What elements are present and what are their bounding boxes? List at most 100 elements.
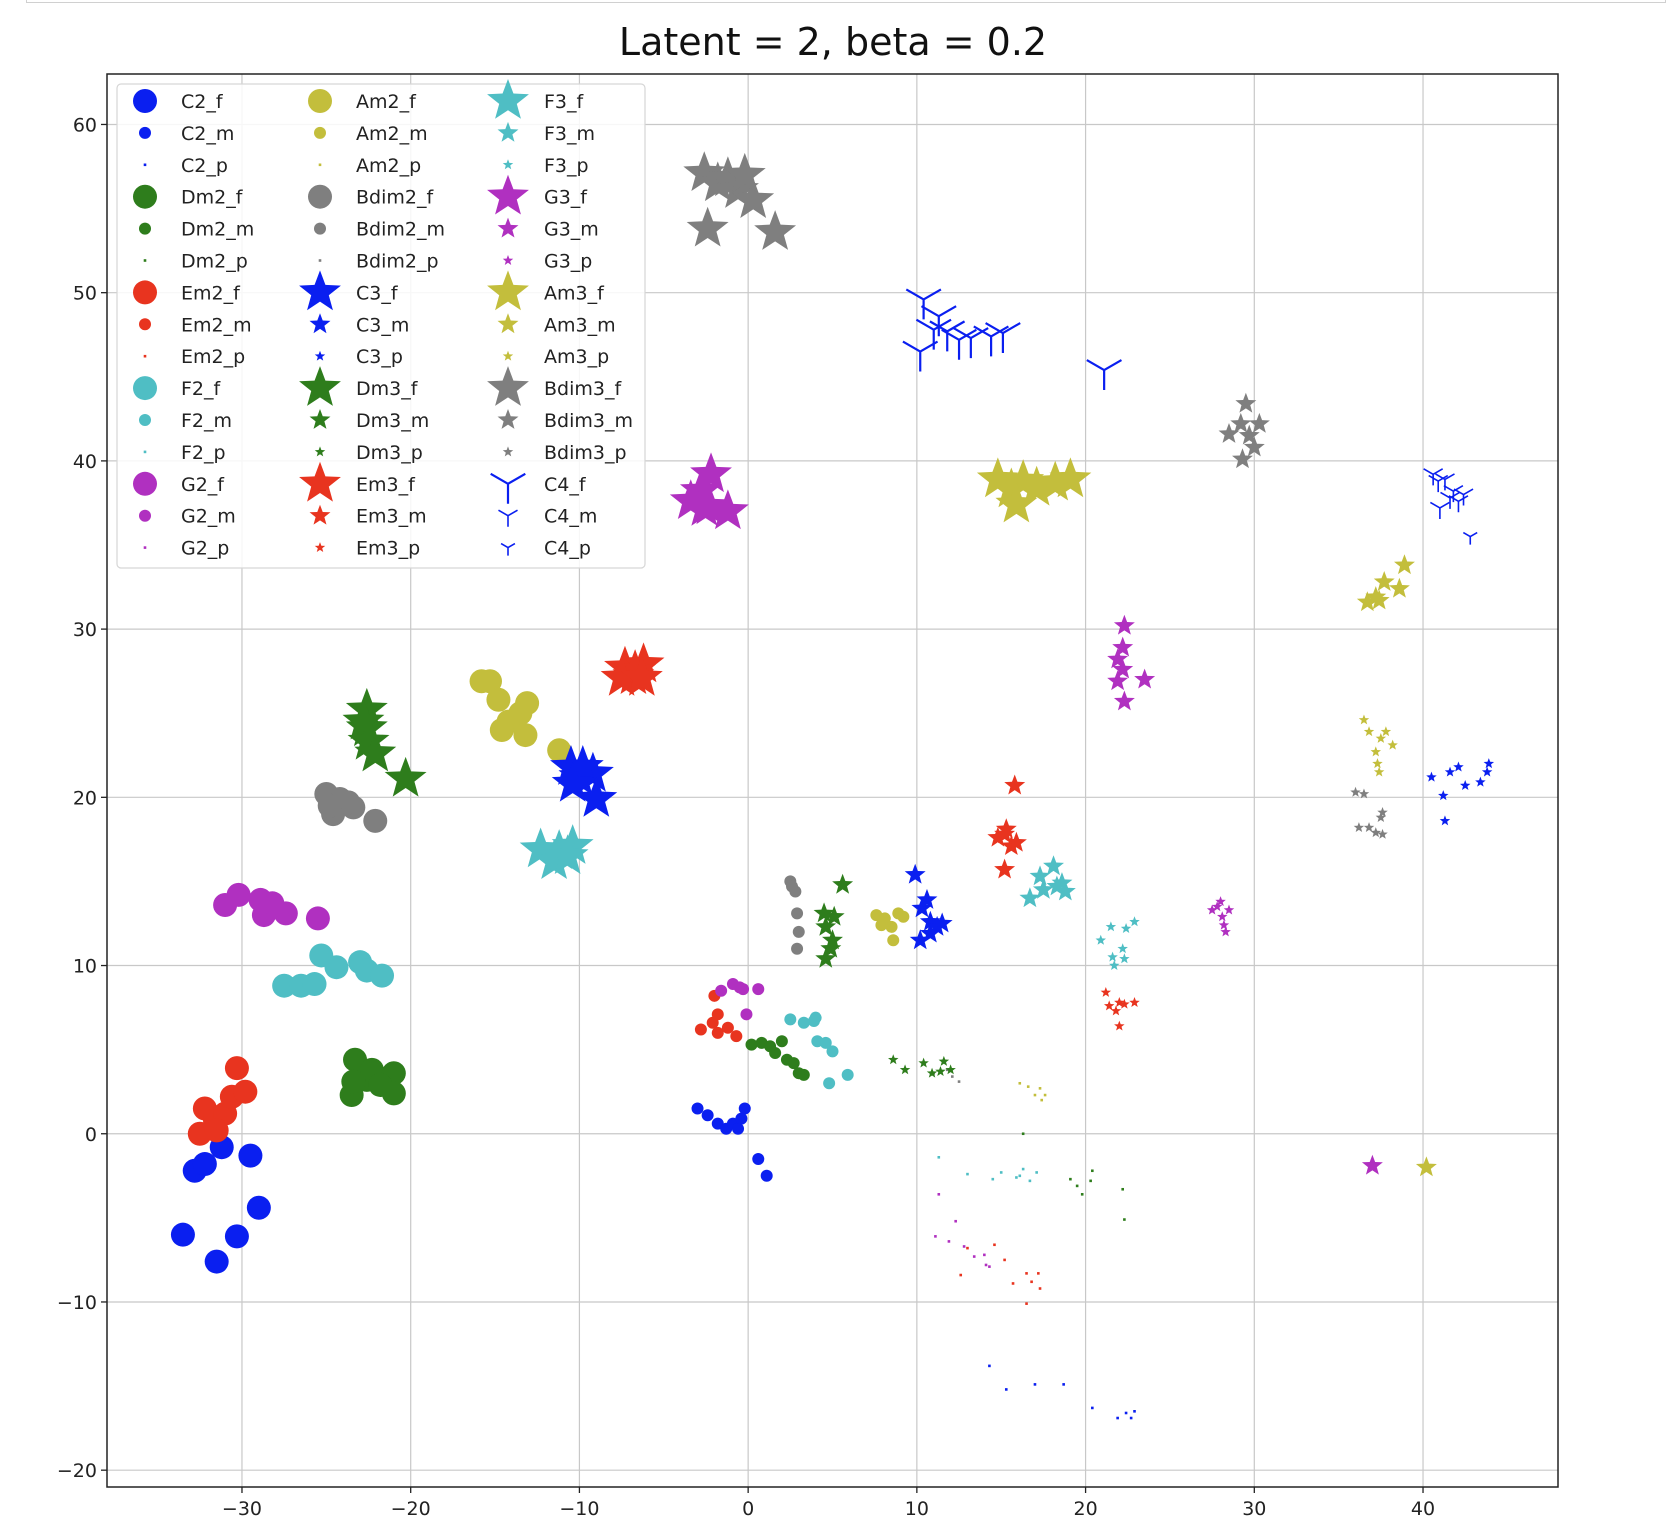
data-point: [826, 1045, 839, 1058]
data-point: [991, 1177, 995, 1181]
data-point: [1100, 986, 1112, 997]
y-tick-label: −10: [57, 1292, 97, 1314]
legend-marker: [133, 376, 157, 401]
series-Dm3_f: [342, 687, 427, 797]
legend-label: Em3_m: [356, 506, 427, 528]
data-point: [305, 906, 330, 931]
legend-marker: [299, 366, 341, 406]
legend-marker: [314, 542, 326, 553]
data-point: [904, 863, 926, 884]
legend-entry: G3_f: [487, 174, 588, 215]
data-point: [1025, 1302, 1028, 1305]
data-point: [945, 1068, 949, 1072]
data-point: [1428, 474, 1449, 493]
data-point: [1054, 880, 1076, 901]
data-point: [1121, 1187, 1124, 1191]
data-point: [1089, 1179, 1092, 1183]
data-point: [983, 1253, 986, 1257]
legend-entry: C2_p: [143, 155, 228, 177]
legend-label: F3_m: [544, 123, 595, 145]
data-point: [813, 902, 835, 923]
data-point: [1029, 865, 1051, 886]
legend-label: Em2_m: [181, 314, 252, 336]
data-point: [994, 858, 1016, 879]
data-point: [885, 920, 898, 933]
legend-entry: Em2_p: [143, 346, 245, 368]
legend-entry: Bdim2_p: [318, 251, 439, 273]
data-point: [899, 1064, 911, 1075]
series-G2_p: [934, 1193, 991, 1268]
data-point: [732, 1122, 745, 1135]
series-G3_f: [669, 452, 749, 530]
data-point: [1091, 1406, 1094, 1410]
data-point: [706, 489, 749, 530]
legend-entry: G2_p: [143, 538, 229, 560]
legend-marker: [308, 89, 332, 113]
legend-entry: Dm3_f: [299, 366, 419, 406]
data-point: [341, 1069, 366, 1094]
legend-entry: C4_m: [498, 506, 597, 528]
data-point: [1448, 495, 1469, 513]
data-point: [1217, 911, 1228, 922]
data-point: [1038, 1087, 1042, 1090]
legend-marker: [497, 409, 519, 429]
data-point: [807, 1015, 820, 1028]
series-C3_m: [904, 863, 953, 950]
data-point: [515, 691, 540, 716]
legend-label: C4_p: [544, 538, 591, 560]
data-point: [887, 934, 900, 947]
legend-label: Am3_f: [544, 282, 605, 304]
legend-entry: G3_p: [502, 251, 592, 273]
data-point: [1018, 1174, 1022, 1178]
data-point: [909, 929, 931, 950]
data-point: [786, 880, 799, 893]
data-point: [1091, 1169, 1094, 1173]
data-point: [966, 1172, 969, 1176]
y-tick-label: 50: [73, 283, 97, 305]
legend-marker: [308, 184, 332, 209]
legend-label: Dm2_f: [181, 187, 244, 209]
legend-label: Bdim3_f: [544, 378, 622, 400]
series-Em2_p: [959, 1243, 1042, 1305]
series-C3_p: [1426, 758, 1495, 826]
data-point: [1426, 771, 1437, 782]
legend-marker: [487, 270, 529, 311]
series-C3_f: [550, 745, 618, 817]
data-point: [1481, 766, 1493, 777]
data-point: [688, 484, 731, 525]
ticks: −30 −20 −10 0 10 20 30 40 −20 −10 0 10 20 30 40 50 60: [57, 114, 1435, 1520]
data-point: [1112, 636, 1134, 657]
legend-marker: [497, 121, 519, 142]
data-point: [1015, 465, 1058, 506]
data-point: [1034, 460, 1077, 501]
data-point: [919, 922, 941, 943]
data-point: [988, 1364, 991, 1368]
legend-label: C4_m: [544, 506, 597, 528]
data-point: [1000, 835, 1022, 855]
data-point: [740, 1008, 753, 1021]
data-point: [760, 1169, 773, 1182]
legend-marker: [314, 126, 326, 139]
data-point: [972, 1255, 976, 1258]
data-point: [1218, 422, 1240, 443]
data-point: [513, 723, 538, 748]
y-tick-label: 40: [73, 451, 97, 473]
data-point: [1220, 926, 1231, 937]
data-point: [1483, 758, 1495, 769]
legend-entry: Am3_p: [502, 346, 609, 368]
data-point: [1019, 887, 1041, 908]
data-point: [1038, 1287, 1042, 1290]
legend-label: Bdim2_p: [356, 251, 439, 273]
data-point: [192, 1152, 217, 1177]
data-point: [1124, 1411, 1128, 1415]
data-point: [1394, 554, 1415, 575]
data-point: [600, 655, 643, 696]
legend-entry: Bdim2_f: [308, 184, 434, 209]
data-point: [706, 156, 749, 197]
legend-marker: [487, 79, 529, 119]
legend-entry: Am2_f: [308, 89, 417, 113]
data-point: [1439, 815, 1451, 826]
data-point: [1069, 1177, 1072, 1181]
series-Em3_f: [600, 642, 665, 696]
data-point: [1218, 919, 1230, 930]
